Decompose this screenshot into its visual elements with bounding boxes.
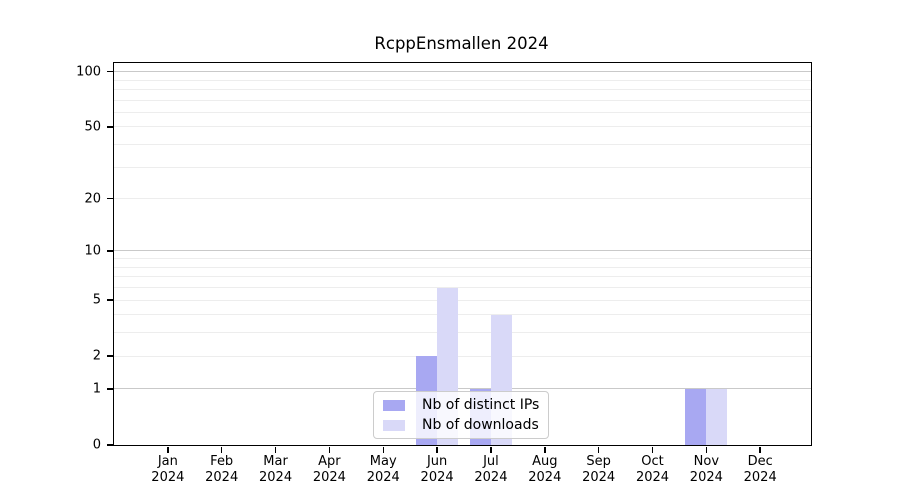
x-tick-label: Aug 2024: [528, 454, 562, 485]
x-axis-tick: [544, 446, 546, 453]
y-axis-tick: [106, 197, 113, 200]
minor-gridline: [114, 79, 811, 81]
bar-nov-downloads: [706, 388, 728, 445]
minor-gridline: [114, 266, 811, 268]
minor-gridline: [114, 276, 811, 278]
x-axis-tick: [382, 446, 384, 453]
y-tick-label: 5: [92, 292, 101, 308]
x-tick-label: May 2024: [366, 454, 400, 485]
major-gridline: [114, 250, 811, 252]
y-tick-label: 2: [92, 348, 101, 364]
x-tick-label: Feb 2024: [205, 454, 239, 485]
y-axis-tick: [106, 70, 113, 73]
y-axis-tick: [106, 299, 113, 301]
legend-label-downloads: Nb of downloads: [422, 417, 539, 433]
minor-gridline: [114, 299, 811, 301]
legend-label-distinct-ips: Nb of distinct IPs: [422, 397, 540, 413]
x-tick-label: Nov 2024: [689, 454, 723, 485]
y-axis-tick: [106, 355, 113, 357]
x-axis-tick: [220, 446, 223, 453]
minor-gridline: [114, 144, 811, 146]
x-axis-tick: [328, 446, 331, 453]
minor-gridline: [114, 99, 811, 101]
plot-area: 0 1 2 5 10 20 50 100 Jan 2024 Feb 2024 Mar 2024 Apr…: [76, 62, 812, 485]
x-axis-tick: [436, 446, 438, 453]
x-tick-label: Jan 2024: [151, 454, 185, 485]
x-axis-tick: [651, 446, 654, 453]
x-tick-label: Sep 2024: [582, 454, 616, 485]
minor-gridline: [114, 332, 811, 334]
x-tick-label: Jul 2024: [474, 454, 508, 485]
minor-gridline: [114, 166, 811, 168]
major-gridline: [114, 388, 811, 390]
y-tick-label: 100: [76, 64, 101, 80]
y-axis-tick: [106, 126, 113, 128]
y-axis-tick: [106, 444, 113, 446]
legend-item-downloads: Nb of downloads: [383, 417, 539, 433]
minor-gridline: [114, 355, 811, 357]
chart-title: RcppEnsmallen 2024: [374, 34, 549, 53]
x-tick-label: Dec 2024: [743, 454, 777, 485]
x-axis-tick: [705, 446, 708, 453]
legend-swatch-distinct-ips: [383, 399, 405, 411]
y-axis-tick: [106, 250, 113, 252]
minor-gridline: [114, 198, 811, 200]
minor-gridline: [114, 287, 811, 289]
minor-gridline: [114, 258, 811, 260]
y-tick-label: 1: [92, 381, 101, 397]
x-tick-label: Oct 2024: [635, 454, 670, 485]
x-axis-tick: [759, 446, 761, 453]
y-tick-label: 0: [92, 437, 101, 453]
y-axis-tick: [106, 388, 113, 390]
y-tick-label: 50: [84, 119, 101, 135]
major-gridline: [114, 71, 811, 73]
minor-gridline: [114, 88, 811, 90]
x-axis-tick: [167, 446, 169, 453]
minor-gridline: [114, 314, 811, 316]
minor-gridline: [114, 126, 811, 128]
legend: Nb of distinct IPs Nb of downloads: [373, 391, 550, 439]
y-tick-label: 10: [84, 243, 101, 259]
legend-item-distinct-ips: Nb of distinct IPs: [383, 397, 539, 413]
x-axis-tick: [274, 446, 277, 453]
y-tick-label: 20: [84, 191, 101, 207]
x-axis-tick: [490, 446, 492, 453]
legend-swatch-downloads: [383, 419, 405, 431]
x-tick-label: Apr 2024: [312, 454, 346, 485]
x-tick-label: Mar 2024: [259, 454, 293, 485]
x-axis-tick: [597, 446, 600, 453]
minor-gridline: [114, 111, 811, 113]
x-tick-label: Jun 2024: [420, 454, 454, 485]
bar-nov-distinct-ips: [685, 388, 707, 445]
